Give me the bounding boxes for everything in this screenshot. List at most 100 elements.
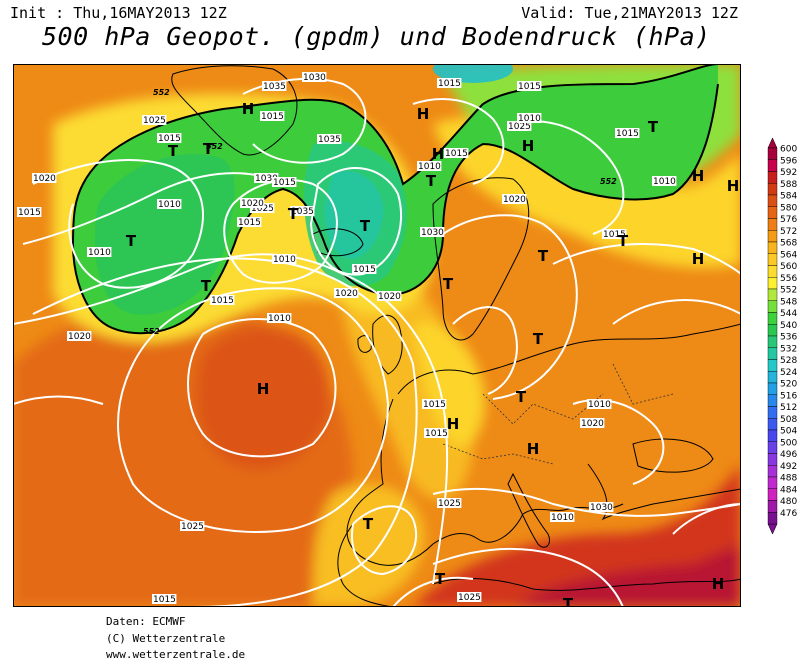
colorbar-legend: 6005965925885845805765725685645605565525… — [767, 137, 797, 535]
isobar-label-41: 1010 — [518, 114, 541, 124]
isobar-label-bg-36 — [589, 502, 614, 512]
isobar-label-bg-21 — [377, 291, 402, 301]
pressure-system-high-1: H — [242, 100, 255, 118]
isobar-label-40: 1010 — [653, 177, 676, 187]
isobar-label-23: 1015 — [238, 218, 261, 228]
isobar-label-bg-28 — [180, 521, 205, 531]
colorbar-label-536: 536 — [780, 333, 797, 343]
isobar-label-31: 1015 — [425, 429, 448, 439]
colorbar-swatch-548 — [767, 300, 778, 313]
colorbar-label-488: 488 — [780, 474, 797, 484]
colorbar-label-516: 516 — [780, 391, 797, 401]
pressure-system-low-12: T — [126, 232, 137, 250]
colorbar-swatch-556 — [767, 277, 778, 290]
isobar-1020-west — [32, 257, 418, 607]
isobar-label-bg-1 — [262, 81, 287, 91]
isobar-1015-nw — [22, 172, 284, 245]
isobar-label-bg-9 — [210, 295, 235, 305]
colorbar-label-572: 572 — [780, 227, 797, 237]
pressure-system-high-4: H — [522, 137, 535, 155]
isobar-label-14: 1020 — [503, 195, 526, 205]
isobar-1025-high — [117, 287, 390, 533]
colorbar-label-480: 480 — [780, 497, 797, 507]
colorbar-swatch-564 — [767, 253, 778, 266]
init-time-label: Init : Thu,16MAY2013 12Z — [10, 4, 227, 22]
isobar-label-bg-37 — [457, 592, 482, 602]
isobar-label-38: 1015 — [603, 230, 626, 240]
colorbar-label-548: 548 — [780, 297, 797, 307]
weather-map: 1030 1035 1015 1025 1015 1020 1010 1015 1010 1015… — [13, 64, 741, 607]
isobar-label-39: 1015 — [616, 129, 639, 139]
colorbar-label-532: 532 — [780, 344, 797, 354]
geopotential-label-1: 552 — [143, 327, 160, 336]
isobar-label-bg-14 — [502, 194, 527, 204]
isobar-label-17: 1035 — [291, 207, 314, 217]
colorbar-label-564: 564 — [780, 250, 797, 260]
isobar-label-43: 1020 — [241, 199, 264, 209]
pressure-system-low-11: T — [168, 142, 179, 160]
field-532-uk — [324, 170, 384, 259]
pressure-system-low-26: T — [203, 140, 214, 158]
colorbar-label-552: 552 — [780, 286, 797, 296]
isobar-label-16: 1025 — [251, 204, 274, 214]
isobar-1020-west2 — [13, 395, 104, 405]
colorbar-swatch-512 — [767, 406, 778, 419]
isobar-labels: 1030 1035 1015 1025 1015 1020 1010 1015 1010 1015… — [17, 72, 677, 605]
colorbar-swatch-496 — [767, 453, 778, 466]
footer-website: www.wetterzentrale.de — [106, 648, 246, 661]
isobar-label-13: 1010 — [418, 162, 441, 172]
isobar-label-6: 1010 — [158, 200, 181, 210]
isobar-label-36: 1030 — [590, 503, 613, 513]
colorbar-swatch-552 — [767, 288, 778, 301]
pressure-system-low-17: T — [443, 275, 454, 293]
isobar-label-25: 1010 — [273, 255, 296, 265]
pressure-system-high-0: H — [257, 380, 270, 398]
isobar-1015-west — [13, 253, 449, 585]
isobar-label-bg-15 — [420, 227, 445, 237]
isobar-1015-east — [552, 243, 741, 275]
pressure-system-high-5: H — [692, 167, 705, 185]
isobar-label-bg-18 — [254, 173, 279, 183]
isobar-label-bg-6 — [157, 199, 182, 209]
geopotential-label-2: 552 — [600, 177, 617, 186]
colorbar-label-476: 476 — [780, 509, 797, 519]
colorbar-swatch-500 — [767, 441, 778, 454]
isobar-label-42: 1015 — [261, 112, 284, 122]
isobar-label-34: 1025 — [438, 499, 461, 509]
isobar-label-bg-20 — [444, 148, 469, 158]
isobar-label-19: 1035 — [318, 135, 341, 145]
pressure-system-low-19: T — [618, 232, 629, 250]
isobar-label-bg-2 — [437, 78, 462, 88]
isobar-label-bg-0 — [302, 72, 327, 82]
isobar-label-bg-43 — [240, 198, 265, 208]
isobar-label-27: 1020 — [335, 289, 358, 299]
isobar-1035-greenland — [242, 77, 367, 164]
isobar-label-bg-35 — [550, 512, 575, 522]
pressure-system-low-21: T — [516, 388, 527, 406]
greenland-outline — [171, 65, 298, 156]
pressure-system-high-10: H — [712, 575, 725, 593]
isobars — [13, 77, 741, 607]
isobar-label-15: 1030 — [421, 228, 444, 238]
isobar-label-bg-7 — [17, 207, 42, 217]
colorbar-label-560: 560 — [780, 262, 797, 272]
isobar-label-bg-34 — [437, 498, 462, 508]
colorbar-swatch-560 — [767, 265, 778, 278]
isobar-label-22: 1015 — [353, 265, 376, 275]
field-592-se — [513, 544, 741, 607]
isobar-label-28: 1025 — [181, 522, 204, 532]
colorbar-label-568: 568 — [780, 239, 797, 249]
colorbar-label-588: 588 — [780, 180, 797, 190]
isobar-label-bg-22 — [352, 264, 377, 274]
colorbar-label-484: 484 — [780, 485, 797, 495]
colorbar-label-524: 524 — [780, 368, 797, 378]
field-564-center — [413, 322, 485, 446]
pressure-system-low-16: T — [426, 172, 437, 190]
isobar-label-bg-19 — [317, 134, 342, 144]
isobar-1010-scand — [442, 214, 578, 400]
pressure-system-low-18: T — [538, 247, 549, 265]
colorbar-label-508: 508 — [780, 415, 797, 425]
isobar-label-bg-39 — [615, 128, 640, 138]
balkans-coastline — [587, 463, 741, 521]
isobar-label-bg-11 — [517, 81, 542, 91]
